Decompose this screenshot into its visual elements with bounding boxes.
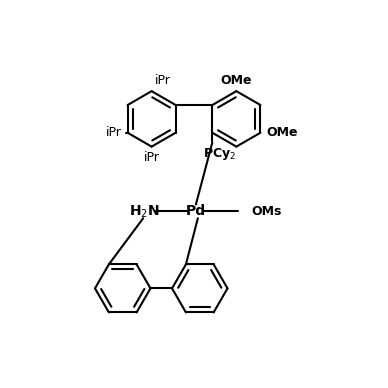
Text: H$_2$N: H$_2$N [128, 203, 159, 220]
Text: OMs: OMs [252, 205, 282, 218]
Text: iPr: iPr [144, 151, 159, 164]
Text: Pd: Pd [186, 204, 206, 218]
Text: OMe: OMe [221, 73, 252, 87]
Text: iPr: iPr [155, 73, 171, 87]
Text: −: − [204, 204, 217, 219]
Text: PCy$_2$: PCy$_2$ [203, 146, 237, 162]
Text: −: − [164, 204, 176, 219]
Text: OMe: OMe [266, 126, 298, 139]
Text: iPr: iPr [106, 126, 122, 139]
